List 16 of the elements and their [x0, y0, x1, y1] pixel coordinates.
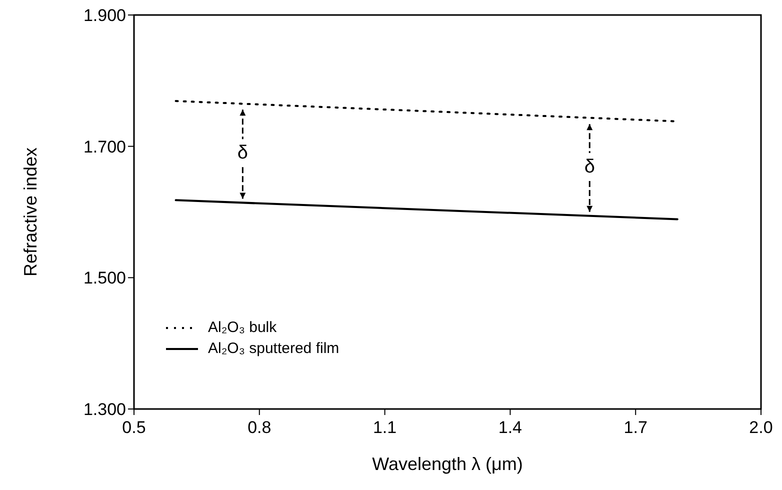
y-tick-label: 1.500: [83, 268, 126, 288]
legend-label: Al₂O₃ bulk: [208, 319, 277, 336]
annotation: δ: [237, 142, 248, 164]
x-axis-title: Wavelength λ (μm): [372, 454, 523, 474]
y-tick-label: 1.700: [83, 137, 126, 156]
x-tick-label: 1.1: [372, 418, 397, 438]
x-tick-label: 1.4: [498, 418, 522, 438]
y-axis-title: Refractive index: [20, 147, 40, 277]
y-tick-label: 1.300: [83, 400, 126, 420]
x-tick-label: 1.7: [624, 418, 648, 438]
x-tick-label: 0.8: [248, 418, 272, 438]
x-tick-label: 0.5: [122, 418, 146, 438]
x-tick-label: 2.0: [749, 418, 773, 438]
legend-label: Al₂O₃ sputtered film: [208, 340, 340, 357]
y-tick-label: 1.900: [83, 6, 126, 26]
annotation: δ: [584, 156, 595, 178]
